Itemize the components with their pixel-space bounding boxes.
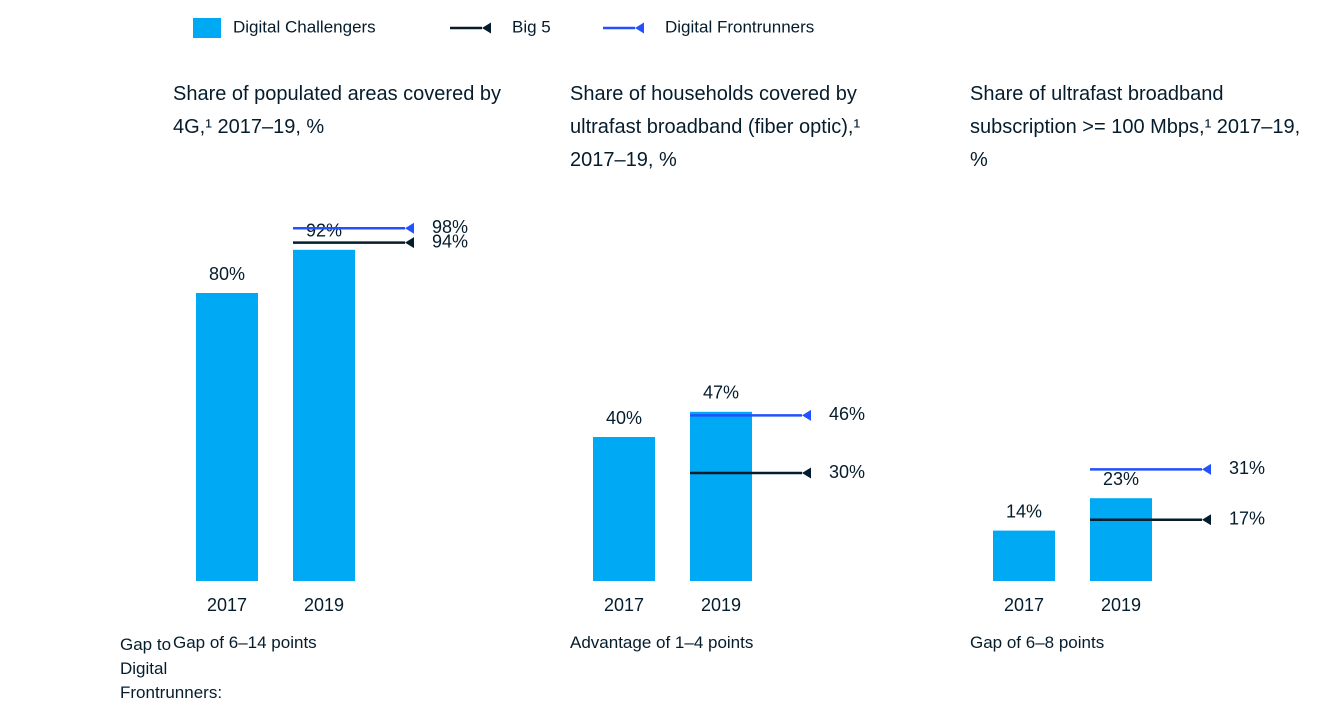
bar <box>196 293 258 581</box>
bar <box>593 437 655 581</box>
value-label: 14% <box>1006 501 1042 521</box>
bar <box>690 411 752 581</box>
arrow-head <box>482 22 491 34</box>
x-tick-label: 2017 <box>604 595 644 615</box>
value-label: 92% <box>306 221 342 241</box>
arrow-head <box>802 409 811 421</box>
x-tick-label: 2019 <box>701 595 741 615</box>
value-label: 31% <box>1229 458 1265 478</box>
panel-note: Gap of 6–8 points <box>970 633 1105 652</box>
panel-title: Share of households covered by ultrafast… <box>570 83 861 171</box>
x-tick-label: 2019 <box>304 595 344 615</box>
legend-label: Digital Challengers <box>233 17 376 36</box>
bar <box>993 530 1055 581</box>
value-label: 80% <box>209 264 245 284</box>
panel-note: Gap of 6–14 points <box>173 633 317 652</box>
panel-title: Share of populated areas covered by 4G,¹… <box>173 83 501 138</box>
arrow-head <box>1202 514 1211 526</box>
x-tick-label: 2019 <box>1101 595 1141 615</box>
legend-swatch <box>193 18 221 38</box>
value-label: 47% <box>703 383 739 403</box>
value-label: 17% <box>1229 509 1265 529</box>
value-label: 46% <box>829 404 865 424</box>
value-label: 98% <box>432 217 468 237</box>
arrow-head <box>1202 463 1211 475</box>
footer-label: Gap to Digital Frontrunners: <box>120 635 223 702</box>
legend-label: Big 5 <box>512 17 551 36</box>
value-label: 94% <box>432 231 468 251</box>
x-tick-label: 2017 <box>207 595 247 615</box>
bar <box>293 249 355 582</box>
legend-label: Digital Frontrunners <box>665 17 814 36</box>
arrow-head <box>802 467 811 479</box>
value-label: 30% <box>829 462 865 482</box>
bar <box>1090 498 1152 581</box>
arrow-head <box>405 237 414 249</box>
x-tick-label: 2017 <box>1004 595 1044 615</box>
value-label: 40% <box>606 408 642 428</box>
arrow-head <box>635 22 644 34</box>
value-label: 23% <box>1103 469 1139 489</box>
arrow-head <box>405 222 414 234</box>
panel-note: Advantage of 1–4 points <box>570 633 754 652</box>
panel-title: Share of ultrafast broadband subscriptio… <box>970 83 1301 171</box>
